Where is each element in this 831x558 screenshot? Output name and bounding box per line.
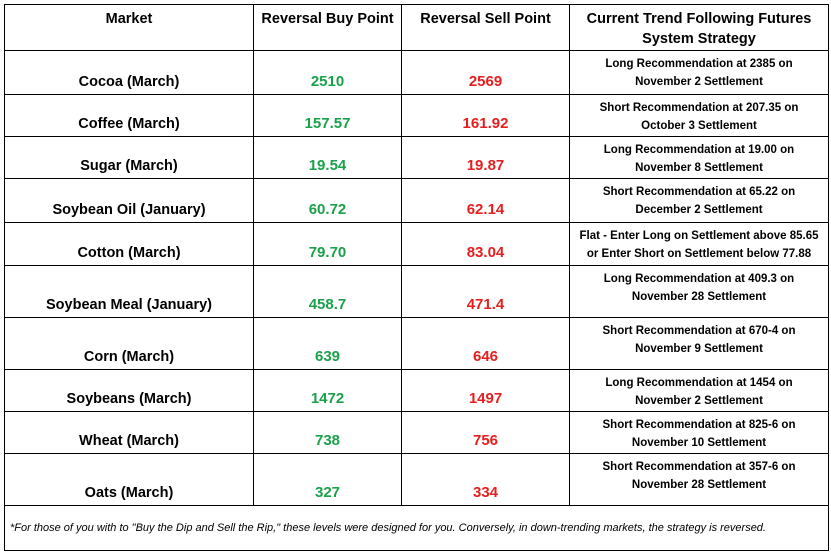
strategy-line1: Short Recommendation at 670-4 on (602, 325, 796, 337)
footer-row: *For those of you with to "Buy the Dip a… (4, 505, 829, 551)
market-cell: Coffee (March) (4, 94, 254, 137)
strategy-line1: Short Recommendation at 357-6 on (602, 461, 796, 473)
header-strategy: Current Trend Following Futures System S… (569, 4, 829, 51)
strategy-line1: Short Recommendation at 65.22 on (602, 186, 796, 198)
sell-point-cell: 2569 (401, 50, 570, 95)
sell-point-cell: 334 (401, 453, 570, 506)
strategy-cell: Long Recommendation at 1454 on November 2… (569, 369, 829, 412)
strategy-cell: Short Recommendation at 670-4 on November… (569, 317, 829, 370)
buy-point-cell: 1472 (253, 369, 402, 412)
strategy-line2: December 2 Settlement (635, 204, 763, 216)
strategy-cell: Flat - Enter Long on Settlement above 85… (569, 222, 829, 266)
market-cell: Soybean Meal (January) (4, 265, 254, 318)
header-row: Market Reversal Buy Point Reversal Sell … (4, 4, 829, 51)
market-cell: Soybean Oil (January) (4, 178, 254, 223)
strategy-line1: Flat - Enter Long on Settlement above 85… (579, 230, 819, 242)
buy-point-cell: 157.57 (253, 94, 402, 137)
strategy-cell: Short Recommendation at 207.35 on October… (569, 94, 829, 137)
strategy-cell: Long Recommendation at 19.00 on November … (569, 136, 829, 179)
strategy-line1: Short Recommendation at 825-6 on (602, 419, 796, 431)
strategy-line2: November 9 Settlement (635, 343, 763, 355)
strategy-cell: Long Recommendation at 409.3 on November … (569, 265, 829, 318)
table-row: Wheat (March) 738 756 Short Recommendation … (4, 411, 829, 454)
market-cell: Oats (March) (4, 453, 254, 506)
buy-point-cell: 458.7 (253, 265, 402, 318)
futures-table: Market Reversal Buy Point Reversal Sell … (4, 4, 829, 551)
strategy-line2: October 3 Settlement (641, 120, 757, 132)
strategy-line2: or Enter Short on Settlement below 77.88 (586, 248, 812, 260)
buy-point-cell: 738 (253, 411, 402, 454)
strategy-line1: Short Recommendation at 207.35 on (599, 102, 799, 114)
table-row: Soybeans (March) 1472 1497 Long Recommendat… (4, 369, 829, 412)
strategy-cell: Short Recommendation at 825-6 on November… (569, 411, 829, 454)
market-cell: Wheat (March) (4, 411, 254, 454)
sell-point-cell: 161.92 (401, 94, 570, 137)
strategy-line2: November 10 Settlement (631, 437, 767, 449)
table-row: Coffee (March) 157.57 161.92 Short Recommen… (4, 94, 829, 137)
table-row: Oats (March) 327 334 Short Recommendation a… (4, 453, 829, 506)
table-row: Corn (March) 639 646 Short Recommendation a… (4, 317, 829, 370)
table-row: Cotton (March) 79.70 83.04 Flat - Enter Lon… (4, 222, 829, 266)
sell-point-cell: 19.87 (401, 136, 570, 179)
strategy-line2: November 2 Settlement (635, 395, 763, 407)
sell-point-cell: 471.4 (401, 265, 570, 318)
buy-point-cell: 639 (253, 317, 402, 370)
market-cell: Corn (March) (4, 317, 254, 370)
market-cell: Cocoa (March) (4, 50, 254, 95)
market-cell: Sugar (March) (4, 136, 254, 179)
strategy-line1: Long Recommendation at 1454 on (605, 377, 793, 389)
buy-point-cell: 19.54 (253, 136, 402, 179)
table-row: Soybean Oil (January) 60.72 62.14 Short Rec… (4, 178, 829, 223)
buy-point-cell: 60.72 (253, 178, 402, 223)
header-strategy-line1: Current Trend Following Futures (586, 11, 812, 27)
buy-point-cell: 327 (253, 453, 402, 506)
sell-point-cell: 1497 (401, 369, 570, 412)
table-row: Cocoa (March) 2510 2569 Long Recommendation… (4, 50, 829, 95)
table-row: Soybean Meal (January) 458.7 471.4 Long Rec… (4, 265, 829, 318)
buy-point-cell: 79.70 (253, 222, 402, 266)
market-cell: Cotton (March) (4, 222, 254, 266)
header-sell: Reversal Sell Point (401, 4, 570, 51)
strategy-line2: November 28 Settlement (631, 479, 767, 491)
strategy-line1: Long Recommendation at 19.00 on (603, 144, 795, 156)
table-row: Sugar (March) 19.54 19.87 Long Recommendati… (4, 136, 829, 179)
buy-point-cell: 2510 (253, 50, 402, 95)
strategy-line1: Long Recommendation at 409.3 on (603, 273, 795, 285)
footnote: *For those of you with to "Buy the Dip a… (4, 505, 829, 551)
sell-point-cell: 83.04 (401, 222, 570, 266)
strategy-line1: Long Recommendation at 2385 on (605, 58, 793, 70)
header-strategy-line2: System Strategy (642, 31, 756, 47)
strategy-cell: Short Recommendation at 357-6 on November… (569, 453, 829, 506)
sell-point-cell: 62.14 (401, 178, 570, 223)
header-market: Market (4, 4, 254, 51)
strategy-line2: November 8 Settlement (635, 162, 763, 174)
sell-point-cell: 756 (401, 411, 570, 454)
header-buy: Reversal Buy Point (253, 4, 402, 51)
strategy-line2: November 2 Settlement (635, 76, 763, 88)
sell-point-cell: 646 (401, 317, 570, 370)
market-cell: Soybeans (March) (4, 369, 254, 412)
strategy-cell: Long Recommendation at 2385 on November 2… (569, 50, 829, 95)
strategy-line2: November 28 Settlement (631, 291, 767, 303)
strategy-cell: Short Recommendation at 65.22 on December… (569, 178, 829, 223)
